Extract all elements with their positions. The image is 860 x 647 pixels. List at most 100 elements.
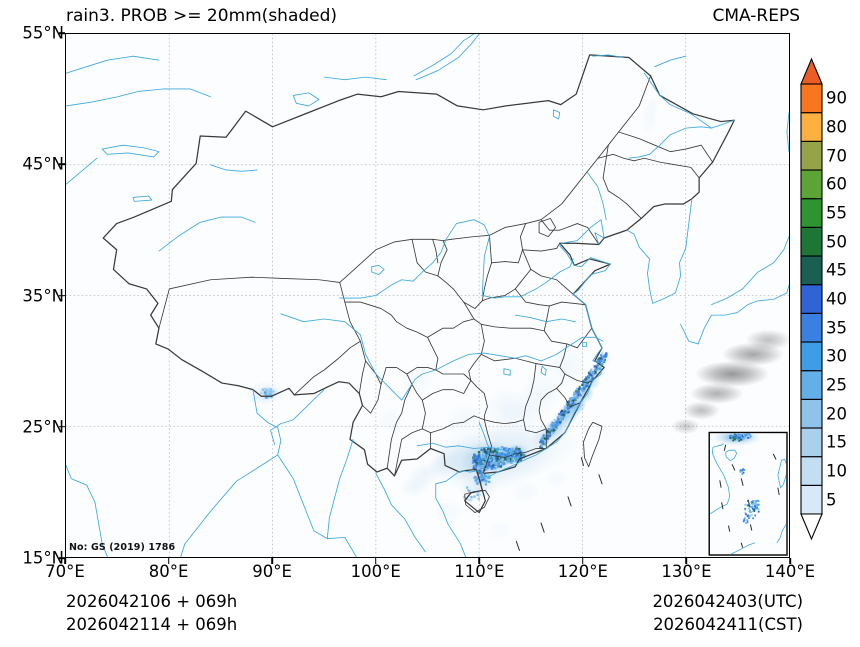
- precip-pixel: [511, 451, 514, 454]
- south-china-sea-inset: [708, 431, 788, 556]
- y-axis-label: 15°N: [22, 548, 64, 568]
- colorbar-swatch: [800, 312, 823, 343]
- precip-pixel: [552, 430, 556, 434]
- x-axis-tick: [478, 558, 481, 564]
- inset-island: [746, 520, 749, 523]
- x-axis-tick: [685, 558, 688, 564]
- inset-line: [721, 502, 724, 510]
- precip-pixel: [541, 442, 545, 445]
- precip-pixel: [589, 370, 592, 373]
- inset-line: [712, 447, 731, 505]
- model-label: CMA-REPS: [712, 6, 800, 26]
- precip-pixel: [494, 448, 498, 451]
- precip-pixel: [562, 416, 565, 419]
- precip-pixel: [519, 450, 522, 453]
- footer-valid-cst: 2026042411(CST): [653, 615, 803, 634]
- inset-island: [740, 469, 743, 472]
- precip-pixel: [496, 448, 499, 452]
- precip-pixel: [260, 389, 264, 392]
- map-plot-area[interactable]: [65, 33, 790, 558]
- precip-pixel: [502, 447, 506, 450]
- precip-pixel: [468, 498, 471, 501]
- inset-island: [756, 499, 759, 502]
- precip-pixel: [501, 459, 504, 463]
- precip-pixel: [502, 450, 506, 453]
- precip-pixel: [492, 455, 496, 458]
- precip-pixel: [269, 388, 272, 391]
- precip-pixel: [563, 407, 567, 410]
- inset-island: [755, 508, 758, 511]
- precip-pixel: [552, 425, 555, 428]
- precip-pixel: [570, 397, 573, 400]
- map-canvas: [66, 34, 789, 557]
- precip-pixel: [487, 451, 490, 454]
- inset-island: [730, 436, 733, 439]
- precip-pixel: [265, 396, 268, 399]
- precip-pixel: [586, 384, 589, 387]
- inset-island: [743, 517, 746, 520]
- nine-dash-marks-main: [515, 457, 603, 551]
- colorbar-tick-label: 60: [826, 174, 847, 194]
- inset-line: [731, 464, 736, 471]
- inset-line: [725, 449, 738, 462]
- precip-pixel: [591, 377, 594, 380]
- precip-pixel: [587, 375, 590, 378]
- precip-pixel: [561, 411, 564, 415]
- precip-pixel: [543, 437, 547, 440]
- y-axis-label: 45°N: [22, 154, 64, 174]
- precip-pixel: [582, 385, 585, 388]
- precip-pixel: [464, 497, 468, 500]
- precip-pixel: [470, 496, 473, 499]
- precip-pixel: [495, 451, 499, 454]
- precip-pixel: [485, 467, 488, 471]
- precip-pixel: [486, 457, 489, 460]
- colorbar-tick-label: 25: [826, 375, 847, 395]
- precip-pixel: [552, 422, 555, 425]
- precip-pixel: [493, 454, 497, 457]
- y-axis-tick: [59, 32, 65, 34]
- precip-pixel: [481, 469, 484, 473]
- inset-island: [749, 511, 752, 513]
- colorbar-swatch: [800, 284, 823, 314]
- inset-island: [732, 435, 735, 438]
- precip-pixel: [516, 457, 519, 461]
- colorbar[interactable]: [800, 57, 823, 541]
- precip-pixel: [267, 387, 270, 390]
- precip-pixel: [567, 406, 570, 410]
- precip-pixel: [484, 462, 488, 465]
- inset-island: [742, 436, 745, 438]
- precip-pixel: [499, 465, 502, 468]
- colorbar-swatch: [800, 83, 823, 114]
- precip-blob: [694, 360, 770, 388]
- precip-pixel: [475, 477, 478, 480]
- inset-island: [745, 513, 747, 516]
- precip-pixel: [484, 448, 487, 452]
- precip-pixel: [466, 486, 469, 489]
- precip-pixel: [263, 387, 266, 390]
- inset-island: [747, 500, 750, 502]
- colorbar-swatch: [800, 456, 823, 486]
- inset-line: [740, 542, 744, 548]
- precip-pixel: [485, 480, 488, 483]
- precip-pixel: [559, 420, 563, 423]
- precip-pixel: [554, 423, 557, 426]
- inset-island: [738, 439, 741, 442]
- colorbar-swatch: [800, 341, 823, 372]
- precip-pixel: [568, 400, 571, 403]
- precip-pixel: [476, 482, 479, 485]
- precip-pixel: [263, 389, 267, 392]
- inset-island: [742, 520, 745, 523]
- x-axis-tick: [582, 558, 584, 564]
- inset-island: [741, 469, 744, 471]
- precip-pixel: [558, 414, 561, 418]
- precip-pixel: [498, 463, 501, 466]
- inset-island: [753, 500, 756, 503]
- precip-pixel: [487, 474, 490, 477]
- precip-pixel: [574, 390, 578, 393]
- inset-island: [743, 433, 746, 435]
- precip-pixel: [539, 446, 542, 450]
- footer-valid-utc: 2026042403(UTC): [652, 592, 803, 611]
- precip-pixel: [544, 435, 547, 438]
- precip-blob: [647, 95, 658, 117]
- precip-pixel: [478, 472, 482, 475]
